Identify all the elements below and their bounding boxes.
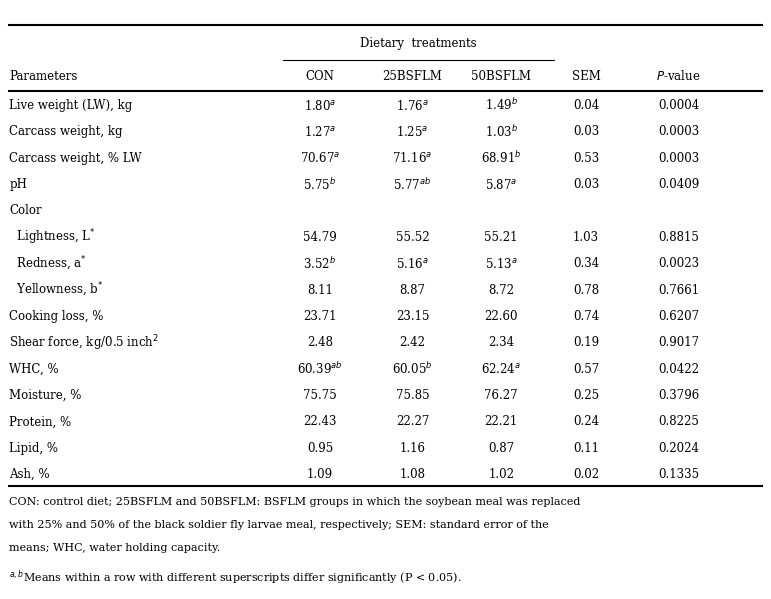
Text: 0.78: 0.78	[573, 283, 599, 297]
Text: Lipid, %: Lipid, %	[9, 441, 59, 455]
Text: 0.74: 0.74	[573, 310, 599, 323]
Text: 5.13$^{a}$: 5.13$^{a}$	[485, 257, 517, 271]
Text: 1.27$^{a}$: 1.27$^{a}$	[304, 125, 336, 139]
Text: $^{a,b}$Means within a row with different superscripts differ significantly (P <: $^{a,b}$Means within a row with differen…	[9, 568, 462, 587]
Text: 0.03: 0.03	[573, 178, 599, 191]
Text: 0.25: 0.25	[573, 389, 599, 402]
Text: 60.39$^{ab}$: 60.39$^{ab}$	[297, 361, 343, 377]
Text: 54.79: 54.79	[303, 231, 337, 244]
Text: 1.09: 1.09	[307, 468, 333, 481]
Text: CON: control diet; 25BSFLM and 50BSFLM: BSFLM groups in which the soybean meal w: CON: control diet; 25BSFLM and 50BSFLM: …	[9, 497, 581, 507]
Text: 0.7661: 0.7661	[658, 283, 699, 297]
Text: 0.02: 0.02	[573, 468, 599, 481]
Text: 0.34: 0.34	[573, 257, 599, 270]
Text: pH: pH	[9, 178, 27, 191]
Text: 68.91$^{b}$: 68.91$^{b}$	[481, 150, 521, 166]
Text: Ash, %: Ash, %	[9, 468, 50, 481]
Text: 0.1335: 0.1335	[658, 468, 699, 481]
Text: 1.03: 1.03	[573, 231, 599, 244]
Text: Yellowness, b$^{*}$: Yellowness, b$^{*}$	[9, 281, 104, 299]
Text: 1.25$^{a}$: 1.25$^{a}$	[396, 125, 429, 139]
Text: 0.57: 0.57	[573, 362, 599, 376]
Text: 0.04: 0.04	[573, 99, 599, 112]
Text: 25BSFLM: 25BSFLM	[382, 69, 443, 83]
Text: Cooking loss, %: Cooking loss, %	[9, 310, 103, 323]
Text: Redness, a$^{*}$: Redness, a$^{*}$	[9, 255, 87, 273]
Text: $\it{P}$-value: $\it{P}$-value	[656, 69, 701, 83]
Text: 0.87: 0.87	[488, 441, 514, 455]
Text: 1.08: 1.08	[399, 468, 426, 481]
Text: 71.16$^{a}$: 71.16$^{a}$	[392, 152, 433, 165]
Text: Carcass weight, kg: Carcass weight, kg	[9, 125, 123, 138]
Text: 2.34: 2.34	[488, 336, 514, 349]
Text: 0.0003: 0.0003	[658, 152, 699, 165]
Text: 75.75: 75.75	[303, 389, 337, 402]
Text: 0.9017: 0.9017	[658, 336, 699, 349]
Text: 0.6207: 0.6207	[658, 310, 699, 323]
Text: 8.87: 8.87	[399, 283, 426, 297]
Text: SEM: SEM	[571, 69, 601, 83]
Text: 75.85: 75.85	[396, 389, 429, 402]
Text: 8.11: 8.11	[307, 283, 333, 297]
Text: 0.8225: 0.8225	[658, 415, 699, 428]
Text: 1.02: 1.02	[488, 468, 514, 481]
Text: 0.19: 0.19	[573, 336, 599, 349]
Text: 55.52: 55.52	[396, 231, 429, 244]
Text: Carcass weight, % LW: Carcass weight, % LW	[9, 152, 142, 165]
Text: 0.8815: 0.8815	[658, 231, 699, 244]
Text: 76.27: 76.27	[484, 389, 518, 402]
Text: 0.0023: 0.0023	[658, 257, 699, 270]
Text: 0.95: 0.95	[307, 441, 333, 455]
Text: 5.87$^{a}$: 5.87$^{a}$	[485, 178, 517, 192]
Text: Moisture, %: Moisture, %	[9, 389, 82, 402]
Text: 2.48: 2.48	[307, 336, 333, 349]
Text: 22.21: 22.21	[484, 415, 518, 428]
Text: CON: CON	[305, 69, 335, 83]
Text: 0.03: 0.03	[573, 125, 599, 138]
Text: 70.67$^{a}$: 70.67$^{a}$	[300, 152, 340, 165]
Text: 5.16$^{a}$: 5.16$^{a}$	[396, 257, 429, 271]
Text: 22.43: 22.43	[303, 415, 337, 428]
Text: with 25% and 50% of the black soldier fly larvae meal, respectively; SEM: standa: with 25% and 50% of the black soldier fl…	[9, 520, 549, 530]
Text: Live weight (LW), kg: Live weight (LW), kg	[9, 99, 133, 112]
Text: 0.3796: 0.3796	[658, 389, 699, 402]
Text: 23.71: 23.71	[303, 310, 337, 323]
Text: Protein, %: Protein, %	[9, 415, 72, 428]
Text: 22.27: 22.27	[396, 415, 429, 428]
Text: 0.24: 0.24	[573, 415, 599, 428]
Text: 5.77$^{ab}$: 5.77$^{ab}$	[393, 177, 432, 192]
Text: 8.72: 8.72	[488, 283, 514, 297]
Text: Parameters: Parameters	[9, 69, 78, 83]
Text: 0.0004: 0.0004	[658, 99, 699, 112]
Text: WHC, %: WHC, %	[9, 362, 59, 376]
Text: 3.52$^{b}$: 3.52$^{b}$	[304, 256, 336, 271]
Text: 0.0422: 0.0422	[658, 362, 699, 376]
Text: 0.11: 0.11	[573, 441, 599, 455]
Text: 55.21: 55.21	[484, 231, 518, 244]
Text: 0.2024: 0.2024	[658, 441, 699, 455]
Text: 60.05$^{b}$: 60.05$^{b}$	[392, 361, 433, 377]
Text: 1.76$^{a}$: 1.76$^{a}$	[396, 99, 429, 113]
Text: 1.16: 1.16	[399, 441, 426, 455]
Text: 62.24$^{a}$: 62.24$^{a}$	[481, 362, 521, 376]
Text: Color: Color	[9, 204, 42, 217]
Text: Lightness, L$^{*}$: Lightness, L$^{*}$	[9, 228, 96, 247]
Text: 1.03$^{b}$: 1.03$^{b}$	[485, 124, 517, 140]
Text: 1.49$^{b}$: 1.49$^{b}$	[485, 98, 517, 113]
Text: 50BSFLM: 50BSFLM	[471, 69, 531, 83]
Text: 23.15: 23.15	[396, 310, 429, 323]
Text: 22.60: 22.60	[484, 310, 518, 323]
Text: Shear force, kg/0.5 inch$^{2}$: Shear force, kg/0.5 inch$^{2}$	[9, 333, 160, 353]
Text: Dietary  treatments: Dietary treatments	[360, 37, 476, 50]
Text: 0.0003: 0.0003	[658, 125, 699, 138]
Text: 0.53: 0.53	[573, 152, 599, 165]
Text: 0.0409: 0.0409	[658, 178, 699, 191]
Text: 2.42: 2.42	[399, 336, 426, 349]
Text: means; WHC, water holding capacity.: means; WHC, water holding capacity.	[9, 543, 221, 553]
Text: 5.75$^{b}$: 5.75$^{b}$	[304, 177, 336, 192]
Text: 1.80$^{a}$: 1.80$^{a}$	[304, 99, 336, 113]
